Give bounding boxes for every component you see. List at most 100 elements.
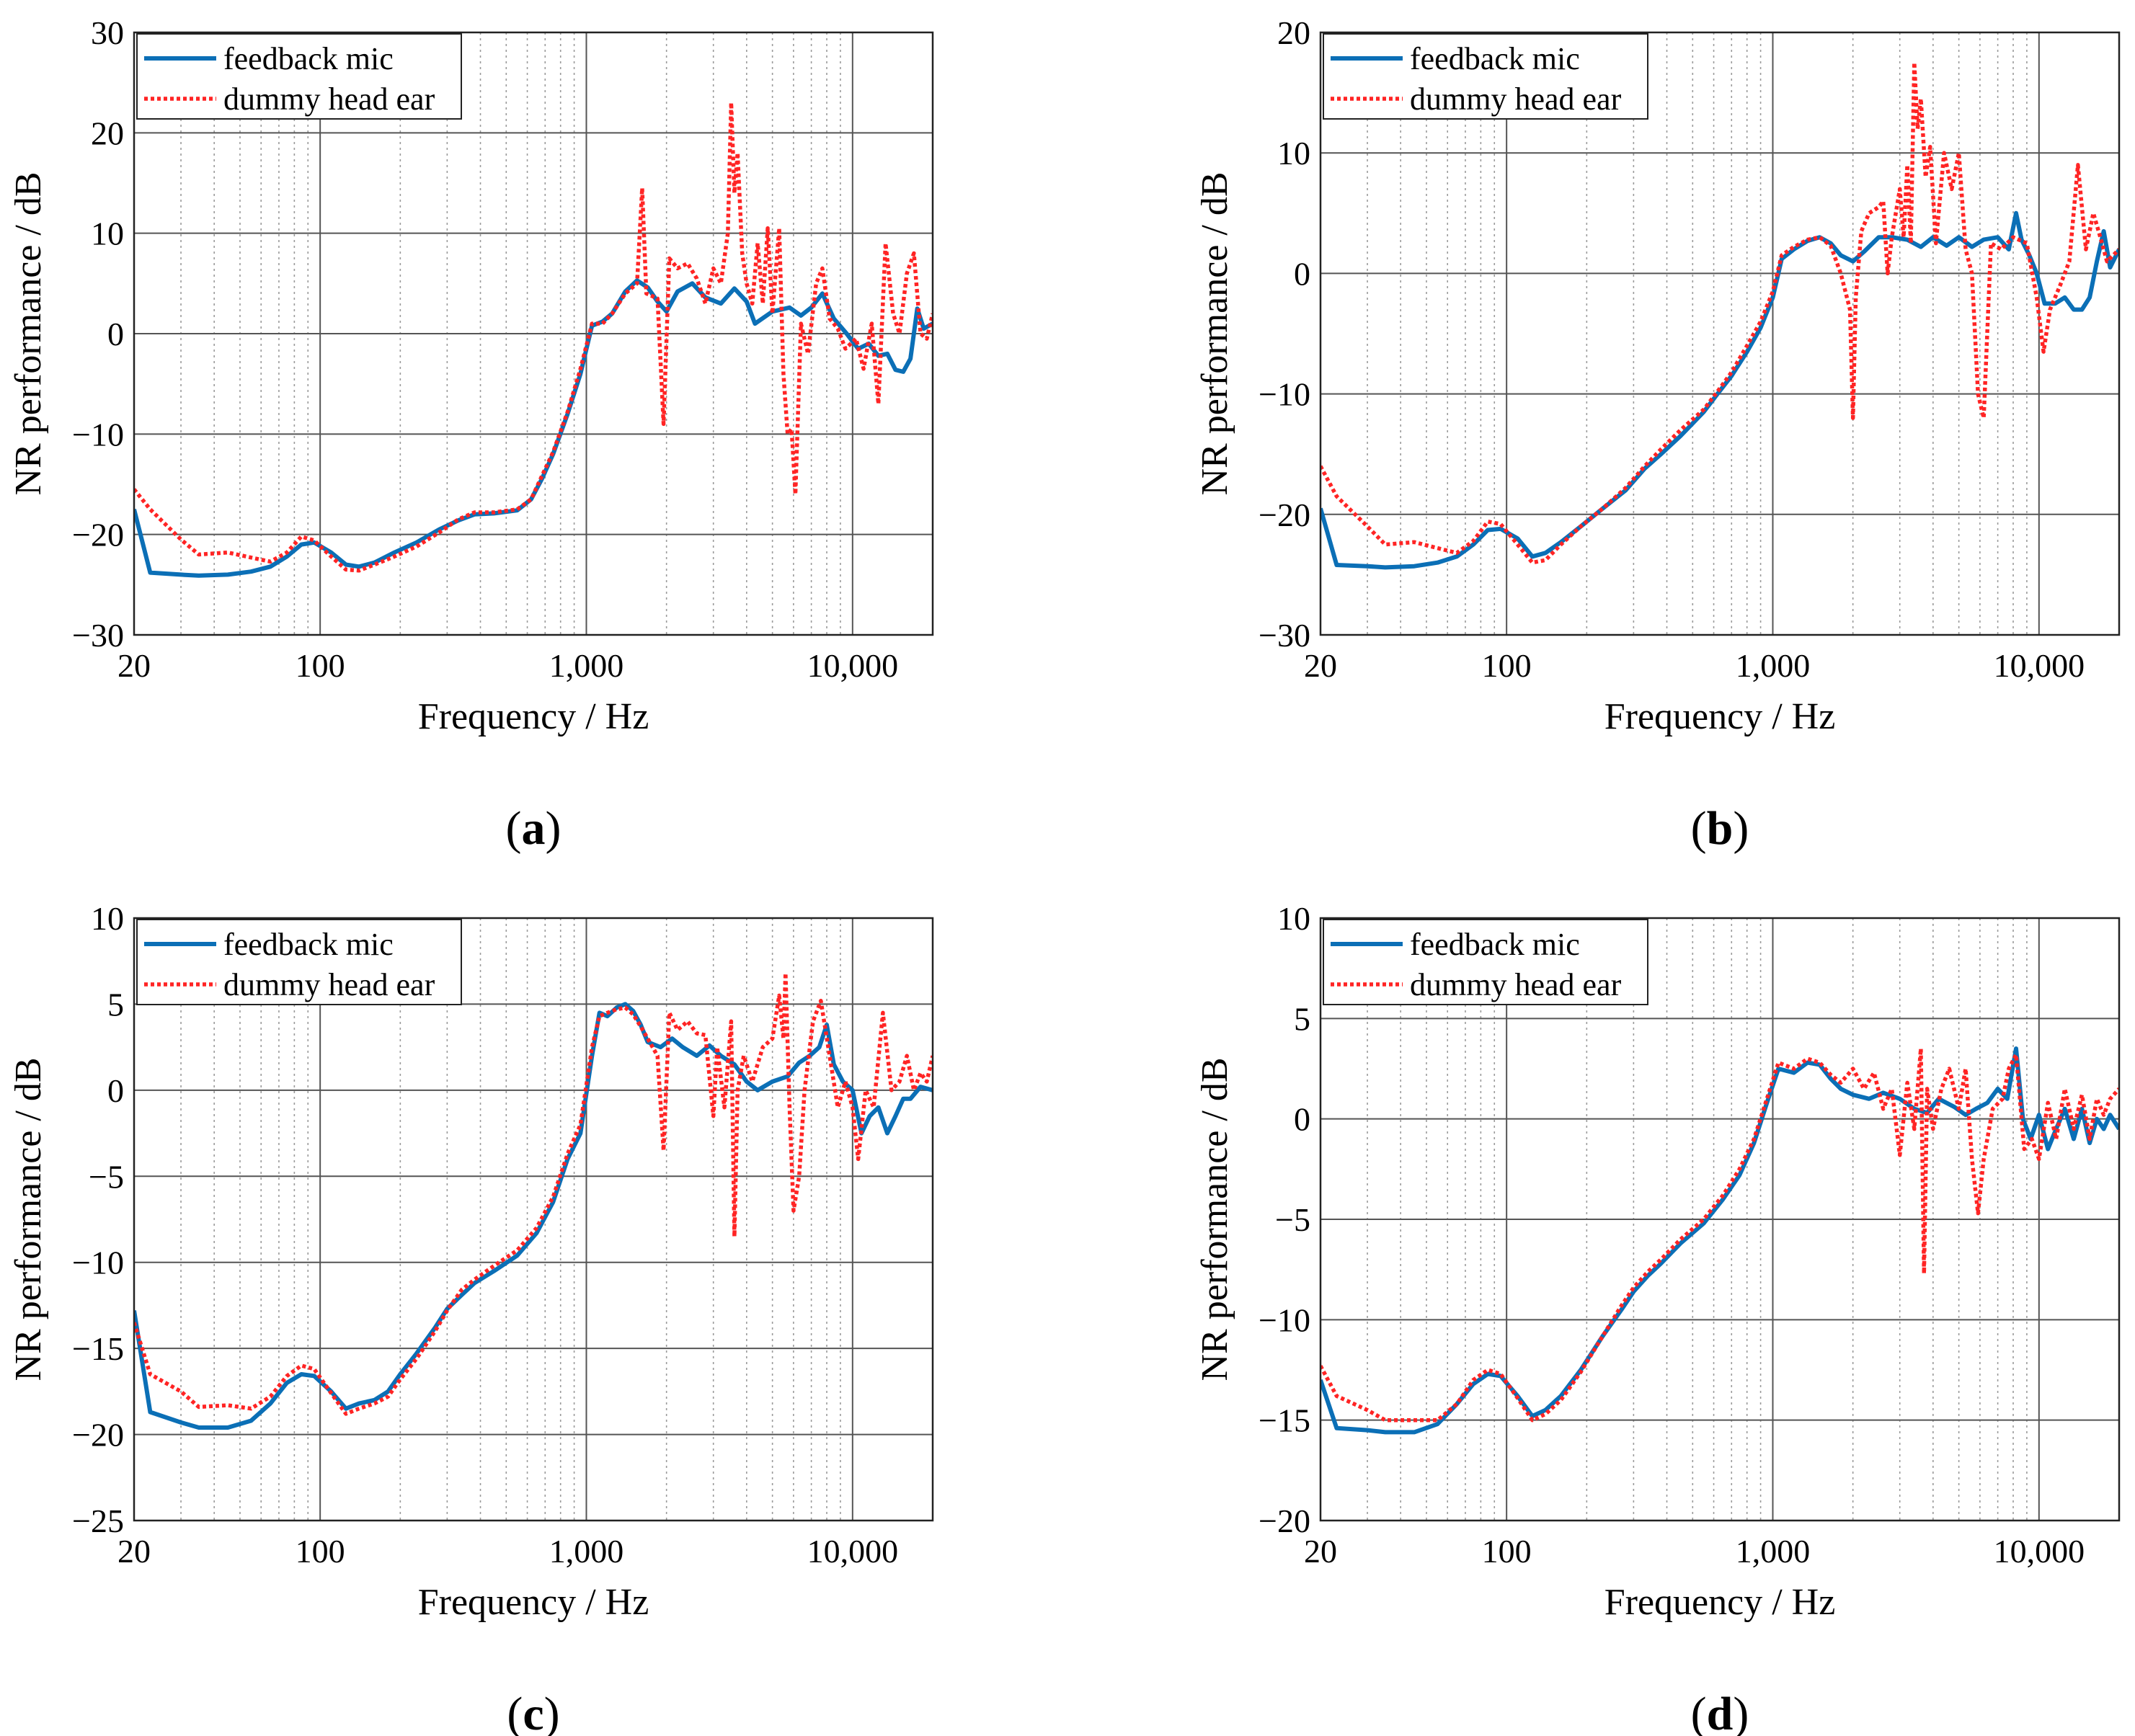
series-line-dummy-head-ear [1320, 1046, 2119, 1423]
caption-letter: a [522, 802, 546, 855]
y-axis-label: NR performance / dB [1194, 172, 1235, 495]
caption-open-paren: ( [507, 1688, 523, 1736]
panel-b: 20 100 1,000 10,000 −30 −20 −10 0 10 20 Frequency … [1194, 14, 2121, 855]
x-tick-label: 1,000 [1736, 1533, 1811, 1570]
series-line-feedback-mic [134, 1002, 933, 1430]
grid [134, 918, 933, 1521]
y-tick-label: 5 [107, 986, 124, 1023]
grid [1320, 918, 2119, 1521]
legend-label-feedback-mic: feedback mic [1410, 927, 1580, 962]
legend: feedback mic dummy head ear [1323, 919, 1648, 1005]
plot-area [134, 918, 933, 1521]
x-tick-label: 20 [1304, 1533, 1337, 1570]
legend-label-dummy-head-ear: dummy head ear [223, 81, 435, 117]
caption-open-paren: ( [1691, 802, 1707, 855]
y-tick-label: 20 [1277, 14, 1310, 51]
caption-close-paren: ) [1733, 1688, 1749, 1736]
legend-label-dummy-head-ear: dummy head ear [1410, 81, 1622, 117]
x-tick-label: 1,000 [549, 647, 624, 684]
x-tick-label: 1,000 [549, 1533, 624, 1570]
y-tick-label: −20 [72, 1417, 124, 1454]
grid [134, 32, 933, 635]
y-tick-label: −20 [1259, 1503, 1310, 1539]
legend-box [136, 919, 462, 1005]
axes-frame [133, 31, 934, 636]
series-group [134, 971, 933, 1430]
x-axis-label: Frequency / Hz [418, 696, 649, 737]
caption-letter: d [1707, 1688, 1734, 1736]
x-tick-label: 100 [1482, 647, 1532, 684]
x-tick-label: 100 [296, 1533, 345, 1570]
y-tick-label: −15 [1259, 1402, 1310, 1439]
x-axis-label: Frequency / Hz [1604, 1582, 1836, 1623]
y-tick-label: 10 [1277, 135, 1310, 172]
plot-area [1320, 32, 2119, 635]
caption-letter: b [1707, 802, 1734, 855]
y-axis-label: NR performance / dB [8, 172, 49, 495]
y-tick-label: 0 [107, 1072, 124, 1109]
y-tick-label: 0 [107, 316, 124, 352]
caption-open-paren: ( [1691, 1688, 1707, 1736]
caption-letter: c [523, 1688, 543, 1736]
x-axis-label: Frequency / Hz [418, 1582, 649, 1623]
series-line-dummy-head-ear [134, 100, 933, 573]
y-tick-label: 10 [91, 215, 124, 252]
y-tick-label: −20 [72, 517, 124, 553]
legend: feedback mic dummy head ear [136, 919, 462, 1005]
series-group [1320, 1046, 2119, 1435]
legend-label-dummy-head-ear: dummy head ear [1410, 967, 1622, 1002]
x-tick-label: 100 [1482, 1533, 1532, 1570]
legend-label-feedback-mic: feedback mic [223, 41, 394, 76]
panel-caption: (a) [506, 802, 562, 855]
series-line-dummy-head-ear [134, 971, 933, 1416]
x-tick-label: 10,000 [1994, 1533, 2085, 1570]
legend: feedback mic dummy head ear [136, 33, 462, 120]
y-tick-label: 0 [1294, 1101, 1310, 1138]
series-group [1320, 61, 2119, 570]
y-tick-label: 30 [91, 14, 124, 51]
y-tick-label: −30 [72, 617, 124, 654]
caption-open-paren: ( [506, 802, 522, 855]
panel-caption: (d) [1691, 1688, 1749, 1736]
x-tick-label: 20 [117, 647, 151, 684]
x-tick-label: 20 [1304, 647, 1337, 684]
y-tick-label: −20 [1259, 497, 1310, 533]
y-tick-label: −15 [72, 1330, 124, 1367]
legend-label-feedback-mic: feedback mic [1410, 41, 1580, 76]
y-tick-label: −10 [72, 416, 124, 453]
axes-frame [133, 917, 934, 1522]
grid [1320, 32, 2119, 635]
y-tick-label: −10 [1259, 376, 1310, 413]
panel-c: 20 100 1,000 10,000 −25 −20 −15 −10 −5 0 5 10 Freque… [8, 900, 934, 1736]
x-tick-label: 1,000 [1736, 647, 1811, 684]
panel-d: 20 100 1,000 10,000 −20 −15 −10 −5 0 5 10 Frequency… [1194, 900, 2121, 1736]
y-tick-label: −30 [1259, 617, 1310, 654]
legend-box [1323, 919, 1648, 1005]
x-tick-label: 10,000 [1994, 647, 2085, 684]
axes-frame [1319, 917, 2121, 1522]
caption-close-paren: ) [1733, 802, 1749, 855]
x-tick-label: 20 [117, 1533, 151, 1570]
y-tick-label: 10 [1277, 900, 1310, 937]
x-axis-label: Frequency / Hz [1604, 696, 1836, 737]
y-tick-label: −25 [72, 1503, 124, 1539]
legend-box [136, 33, 462, 120]
legend-label-dummy-head-ear: dummy head ear [223, 967, 435, 1002]
x-tick-label: 10,000 [807, 1533, 899, 1570]
caption-close-paren: ) [546, 802, 562, 855]
caption-close-paren: ) [544, 1688, 560, 1736]
legend: feedback mic dummy head ear [1323, 33, 1648, 120]
y-tick-label: 20 [91, 115, 124, 151]
y-tick-label: 0 [1294, 255, 1310, 292]
x-tick-label: 10,000 [807, 647, 899, 684]
y-tick-label: −5 [1275, 1201, 1310, 1238]
legend-box [1323, 33, 1648, 120]
series-line-dummy-head-ear [1320, 61, 2119, 565]
panel-caption: (b) [1691, 802, 1749, 855]
panel-a: 20 100 1,000 10,000 −30 −20 −10 0 10 20 30 Frequenc… [8, 14, 934, 855]
y-tick-label: −10 [72, 1245, 124, 1281]
legend-label-feedback-mic: feedback mic [223, 927, 394, 962]
y-tick-label: 5 [1294, 1000, 1310, 1037]
panel-caption: (c) [507, 1688, 559, 1736]
axes-frame [1319, 31, 2121, 636]
